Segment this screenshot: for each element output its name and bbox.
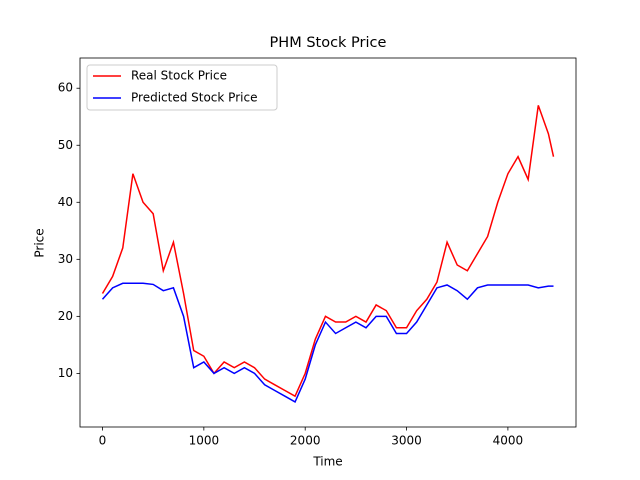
x-tick-label: 1000	[189, 434, 220, 448]
x-tick-label: 2000	[290, 434, 321, 448]
legend-frame	[86, 64, 278, 111]
x-axis-label: Time	[312, 455, 342, 469]
plot-frame	[79, 57, 577, 428]
y-tick-label: 40	[58, 195, 73, 209]
legend-label: Predicted Stock Price	[131, 91, 257, 105]
x-tick-label: 3000	[391, 434, 422, 448]
legend-label: Real Stock Price	[131, 69, 227, 83]
legend: Real Stock Price Predicted Stock Price	[86, 64, 278, 111]
x-tick-label: 0	[99, 434, 107, 448]
y-axis-label: Price	[33, 228, 47, 257]
x-tick-label: 4000	[493, 434, 524, 448]
y-tick-label: 10	[58, 366, 73, 380]
data-line	[101, 282, 554, 403]
y-tick-label: 50	[58, 138, 73, 152]
y-tick-label: 30	[58, 252, 73, 266]
y-tick-label: 60	[58, 81, 73, 95]
data-line	[101, 105, 555, 398]
y-tick-label: 20	[58, 309, 73, 323]
chart-title: PHM Stock Price	[270, 35, 387, 51]
